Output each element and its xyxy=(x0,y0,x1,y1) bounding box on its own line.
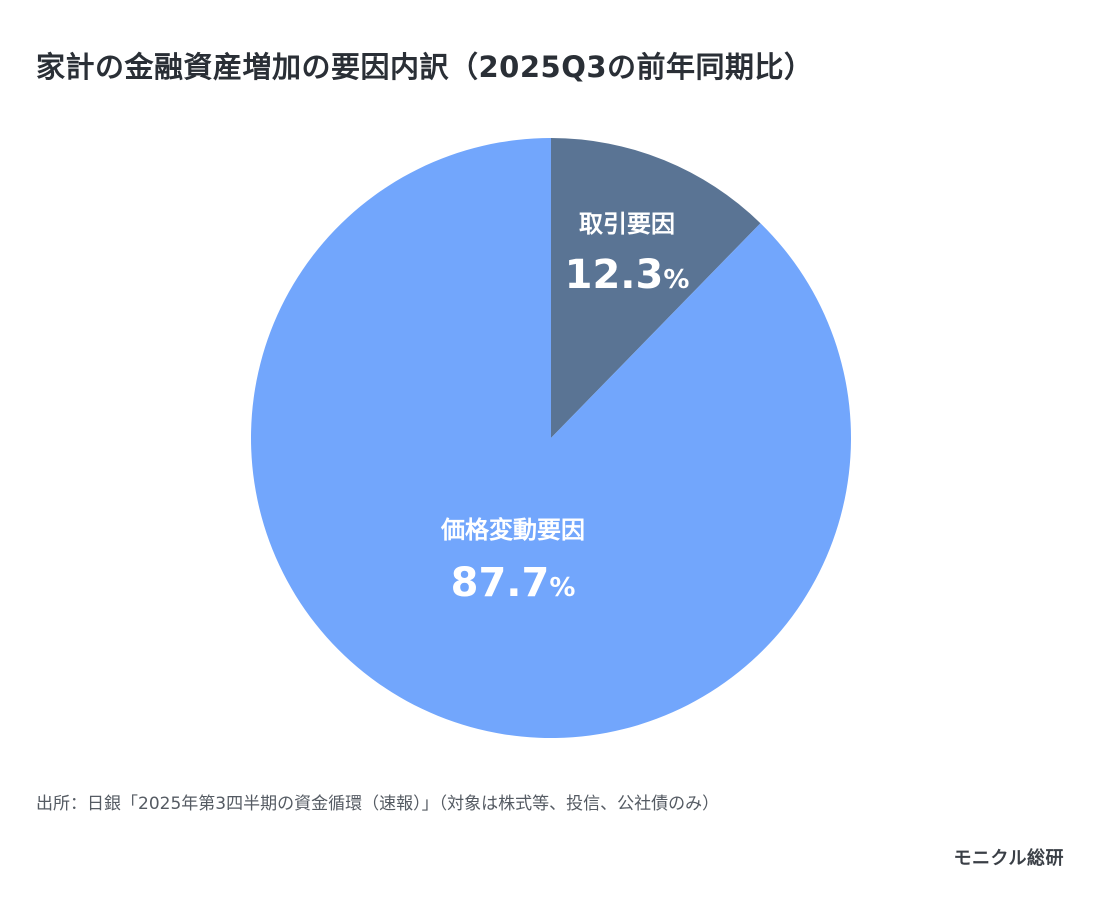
pie-slice-1 xyxy=(251,138,852,739)
pie-slice-0 xyxy=(551,138,761,438)
brand-logo: モニクル総研 xyxy=(953,848,1064,869)
slice-label-0: 取引要因 xyxy=(579,210,675,238)
slice-value-1: 87.7% xyxy=(451,560,576,606)
slice-value-0: 12.3% xyxy=(565,252,690,298)
chart-title: 家計の金融資産増加の要因内訳（2025Q3の前年同期比） xyxy=(36,50,814,84)
slice-label-1: 価格変動要因 xyxy=(440,516,585,544)
source-note: 出所：日銀「2025年第3四半期の資金循環（速報）」（対象は株式等、投信、公社債… xyxy=(36,794,720,814)
